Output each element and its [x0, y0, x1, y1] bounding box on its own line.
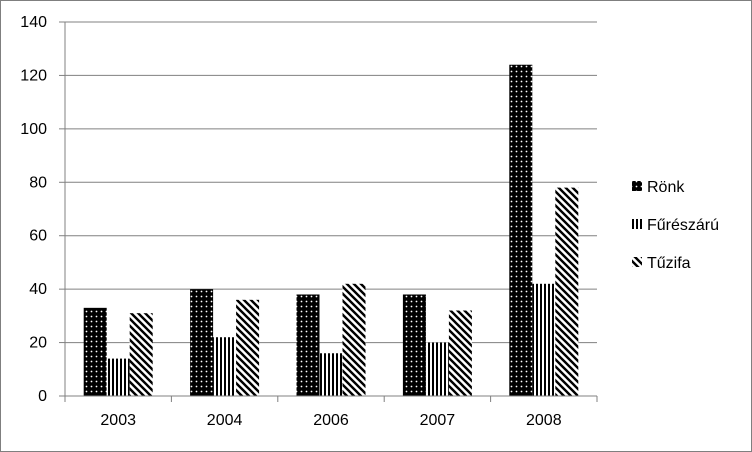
y-tick-label: 20: [29, 335, 47, 352]
legend-label: Fűrészárú: [647, 217, 719, 234]
legend-swatch-vertical: [632, 219, 642, 229]
bar-2006-Rönk: [296, 294, 320, 396]
bar-2004-Tűzifa: [236, 299, 260, 396]
bar-2008-Rönk: [509, 64, 533, 396]
legend-swatch-dots: [632, 181, 642, 191]
bar-2003-Rönk: [83, 307, 107, 396]
legend-label: Rönk: [647, 179, 685, 196]
bars: [83, 64, 579, 396]
bar-2004-Fűrészárú: [213, 337, 237, 396]
x-tick-label: 2008: [526, 412, 562, 429]
y-tick-label: 0: [38, 388, 47, 405]
legend: Rönk Fűrészárú Tűzifa: [632, 179, 719, 272]
bar-2008-Fűrészárú: [532, 283, 556, 396]
y-tick-label: 100: [20, 121, 47, 138]
bar-2006-Tűzifa: [342, 283, 366, 396]
bar-2004-Rönk: [190, 289, 214, 396]
y-tick-label: 80: [29, 174, 47, 191]
bar-2003-Tűzifa: [129, 313, 153, 396]
x-tick-label: 2004: [207, 412, 243, 429]
bar-2007-Rönk: [402, 294, 426, 396]
y-tick-label: 140: [20, 14, 47, 31]
bar-2003-Fűrészárú: [106, 358, 130, 396]
bar-2007-Fűrészárú: [425, 342, 449, 396]
y-tick-labels: 0 20 40 60 80 100 120 140: [20, 14, 47, 405]
legend-swatch-diagonal: [632, 257, 642, 267]
y-tick-label: 40: [29, 281, 47, 298]
axes: [59, 21, 598, 402]
x-tick-labels: 2003 2004 2006 2007 2008: [100, 412, 561, 429]
gridlines: [65, 21, 597, 344]
y-tick-label: 60: [29, 228, 47, 245]
x-tick-label: 2007: [420, 412, 456, 429]
legend-label: Tűzifa: [647, 255, 691, 272]
bar-2008-Tűzifa: [555, 187, 579, 396]
x-tick-label: 2003: [100, 412, 136, 429]
bar-2006-Fűrészárú: [319, 353, 343, 396]
bar-2007-Tűzifa: [448, 310, 472, 396]
x-tick-label: 2006: [313, 412, 349, 429]
y-tick-label: 120: [20, 67, 47, 84]
